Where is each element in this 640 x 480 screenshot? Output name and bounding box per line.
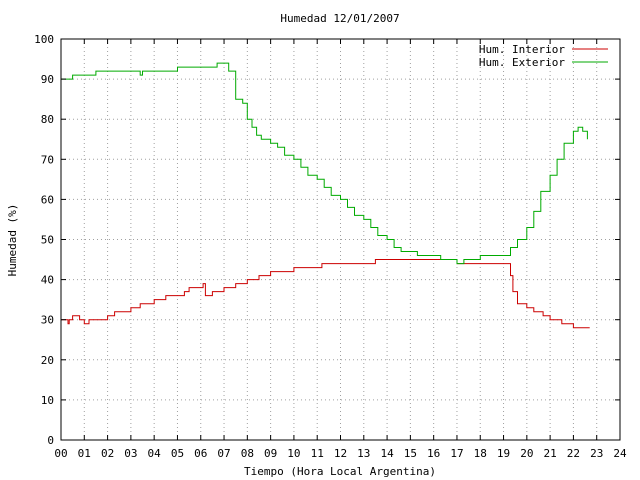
y-tick-label: 10 xyxy=(41,394,54,407)
y-tick-label: 100 xyxy=(34,33,54,46)
x-tick-label: 12 xyxy=(334,447,347,460)
y-axis-label: Humedad (%) xyxy=(6,204,19,277)
x-tick-label: 00 xyxy=(54,447,67,460)
series-line-hum-exterior xyxy=(61,62,588,265)
x-tick-label: 04 xyxy=(148,447,162,460)
series-line-hum-interior xyxy=(61,259,590,329)
legend-label: Hum. Exterior xyxy=(479,56,565,69)
x-tick-label: 03 xyxy=(124,447,137,460)
y-tick-label: 90 xyxy=(41,73,54,86)
x-tick-label: 18 xyxy=(474,447,487,460)
x-tick-label: 02 xyxy=(101,447,114,460)
x-tick-label: 01 xyxy=(78,447,91,460)
x-tick-label: 19 xyxy=(497,447,510,460)
x-tick-label: 23 xyxy=(590,447,603,460)
y-tick-label: 0 xyxy=(47,434,54,447)
grid xyxy=(61,39,620,440)
x-axis-label: Tiempo (Hora Local Argentina) xyxy=(244,465,436,478)
chart-title: Humedad 12/01/2007 xyxy=(280,12,399,25)
x-tick-label: 24 xyxy=(613,447,627,460)
y-tick-label: 60 xyxy=(41,193,54,206)
x-tick-label: 05 xyxy=(171,447,184,460)
y-tick-label: 20 xyxy=(41,354,54,367)
x-tick-label: 17 xyxy=(450,447,463,460)
y-tick-label: 30 xyxy=(41,314,54,327)
x-tick-label: 15 xyxy=(404,447,417,460)
tick-labels: 00 01 02 03 04 05 06 07 08 09 10 11 12 13 14 15 16 17 18 19… xyxy=(34,33,627,460)
x-tick-label: 06 xyxy=(194,447,207,460)
x-tick-label: 20 xyxy=(520,447,533,460)
x-tick-label: 16 xyxy=(427,447,440,460)
x-tick-label: 22 xyxy=(567,447,580,460)
x-tick-label: 07 xyxy=(217,447,230,460)
x-tick-label: 10 xyxy=(287,447,300,460)
y-tick-label: 80 xyxy=(41,113,54,126)
ticks xyxy=(60,38,621,441)
x-tick-label: 13 xyxy=(357,447,370,460)
y-tick-label: 40 xyxy=(41,274,54,287)
x-tick-label: 09 xyxy=(264,447,277,460)
y-tick-label: 50 xyxy=(41,234,54,247)
x-tick-label: 08 xyxy=(241,447,254,460)
x-tick-label: 21 xyxy=(544,447,557,460)
x-tick-label: 14 xyxy=(380,447,394,460)
y-tick-label: 70 xyxy=(41,153,54,166)
series-layer xyxy=(61,62,590,329)
x-tick-label: 11 xyxy=(311,447,324,460)
legend-label: Hum. Interior xyxy=(479,43,565,56)
